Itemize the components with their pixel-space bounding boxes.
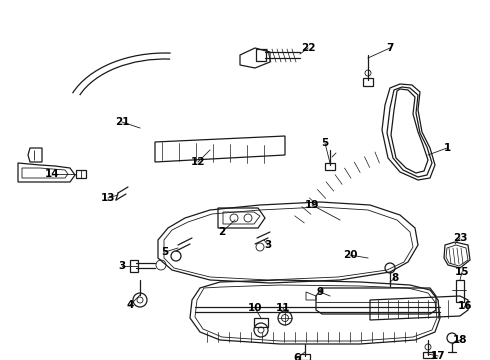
Bar: [254, 318, 268, 327]
Text: 7: 7: [386, 43, 393, 53]
Text: 2: 2: [219, 227, 225, 237]
Text: 5: 5: [161, 247, 169, 257]
Bar: [456, 280, 464, 302]
Text: 23: 23: [453, 233, 467, 243]
Bar: [363, 78, 373, 86]
Text: 15: 15: [455, 267, 469, 277]
Text: 13: 13: [101, 193, 115, 203]
Text: 6: 6: [294, 353, 301, 360]
Text: 1: 1: [443, 143, 451, 153]
Text: 12: 12: [191, 157, 205, 167]
Text: 21: 21: [115, 117, 129, 127]
Text: 8: 8: [392, 273, 399, 283]
Text: 5: 5: [321, 138, 329, 148]
Text: 11: 11: [276, 303, 290, 313]
Bar: [325, 163, 335, 170]
Text: 3: 3: [119, 261, 125, 271]
Text: 19: 19: [305, 200, 319, 210]
Text: 14: 14: [45, 169, 59, 179]
Bar: [130, 260, 138, 272]
Bar: [256, 49, 266, 61]
Text: 20: 20: [343, 250, 357, 260]
Text: 4: 4: [126, 300, 134, 310]
Text: 16: 16: [458, 301, 472, 311]
Bar: [300, 354, 310, 360]
Bar: [76, 170, 86, 178]
Text: 10: 10: [248, 303, 262, 313]
Text: 3: 3: [265, 240, 271, 250]
Text: 22: 22: [301, 43, 315, 53]
Text: 9: 9: [317, 287, 323, 297]
Bar: [423, 352, 433, 358]
Text: 17: 17: [431, 351, 445, 360]
Text: 18: 18: [453, 335, 467, 345]
